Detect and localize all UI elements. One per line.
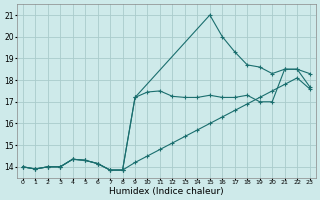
X-axis label: Humidex (Indice chaleur): Humidex (Indice chaleur) — [109, 187, 223, 196]
